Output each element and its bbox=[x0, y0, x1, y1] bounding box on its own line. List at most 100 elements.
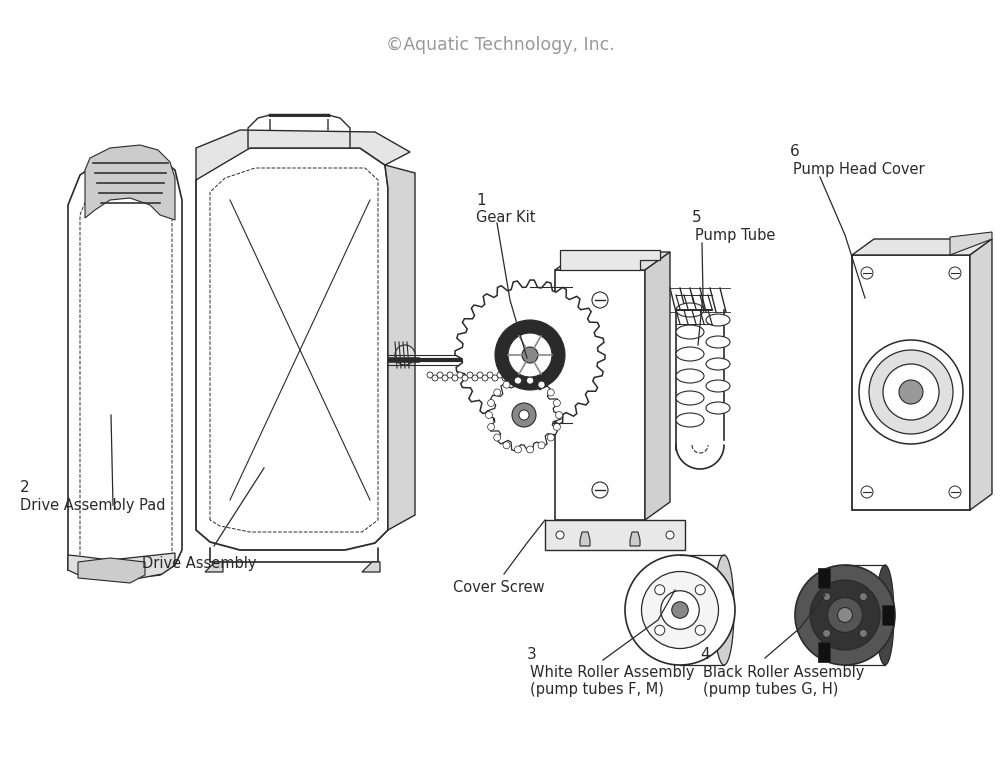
Text: 5: 5 bbox=[692, 210, 702, 225]
Circle shape bbox=[487, 372, 493, 378]
Circle shape bbox=[838, 607, 852, 622]
Text: Pump Head Cover: Pump Head Cover bbox=[793, 162, 925, 177]
Polygon shape bbox=[818, 568, 830, 588]
Ellipse shape bbox=[561, 287, 583, 423]
Circle shape bbox=[672, 602, 688, 618]
Polygon shape bbox=[555, 252, 670, 270]
Polygon shape bbox=[196, 130, 410, 180]
Circle shape bbox=[512, 403, 536, 427]
Circle shape bbox=[437, 372, 443, 378]
Polygon shape bbox=[818, 641, 830, 662]
Polygon shape bbox=[630, 532, 640, 546]
Circle shape bbox=[514, 377, 521, 384]
Circle shape bbox=[828, 597, 862, 632]
Polygon shape bbox=[196, 148, 388, 550]
Ellipse shape bbox=[706, 402, 730, 414]
Circle shape bbox=[462, 375, 468, 381]
Ellipse shape bbox=[706, 336, 730, 348]
Circle shape bbox=[661, 591, 699, 629]
Circle shape bbox=[514, 446, 521, 453]
Circle shape bbox=[486, 411, 492, 419]
Circle shape bbox=[949, 267, 961, 279]
Circle shape bbox=[488, 400, 495, 407]
Circle shape bbox=[517, 372, 523, 378]
Circle shape bbox=[655, 625, 665, 635]
Ellipse shape bbox=[676, 369, 704, 383]
Circle shape bbox=[447, 372, 453, 378]
Circle shape bbox=[494, 434, 501, 441]
Circle shape bbox=[457, 372, 463, 378]
Text: Cover Screw: Cover Screw bbox=[453, 580, 545, 595]
Circle shape bbox=[695, 625, 705, 635]
Text: 2: 2 bbox=[20, 480, 30, 495]
Text: 6: 6 bbox=[790, 144, 800, 159]
Circle shape bbox=[823, 593, 831, 600]
Circle shape bbox=[497, 372, 503, 378]
Ellipse shape bbox=[676, 325, 704, 339]
Circle shape bbox=[432, 375, 438, 381]
Polygon shape bbox=[645, 252, 670, 520]
Circle shape bbox=[527, 377, 534, 384]
Circle shape bbox=[642, 572, 718, 648]
Polygon shape bbox=[970, 239, 992, 510]
Circle shape bbox=[527, 446, 534, 453]
Ellipse shape bbox=[706, 358, 730, 370]
Circle shape bbox=[522, 347, 538, 363]
Circle shape bbox=[488, 423, 495, 430]
Circle shape bbox=[883, 364, 939, 420]
Circle shape bbox=[467, 372, 473, 378]
Circle shape bbox=[502, 375, 508, 381]
Circle shape bbox=[823, 629, 831, 638]
Circle shape bbox=[859, 629, 867, 638]
Text: Gear Kit: Gear Kit bbox=[476, 210, 536, 225]
Polygon shape bbox=[555, 270, 645, 520]
Polygon shape bbox=[560, 250, 660, 270]
Circle shape bbox=[899, 380, 923, 404]
Circle shape bbox=[507, 372, 513, 378]
Polygon shape bbox=[205, 562, 223, 572]
Circle shape bbox=[861, 486, 873, 498]
Circle shape bbox=[538, 382, 545, 388]
Circle shape bbox=[553, 423, 560, 430]
Ellipse shape bbox=[676, 347, 704, 361]
Circle shape bbox=[522, 375, 528, 381]
Circle shape bbox=[482, 375, 488, 381]
Polygon shape bbox=[882, 605, 894, 625]
Circle shape bbox=[442, 375, 448, 381]
Circle shape bbox=[512, 375, 518, 381]
Circle shape bbox=[625, 555, 735, 665]
Text: Drive Assembly: Drive Assembly bbox=[142, 556, 256, 571]
Circle shape bbox=[861, 267, 873, 279]
Polygon shape bbox=[78, 558, 145, 583]
Ellipse shape bbox=[676, 303, 704, 317]
Circle shape bbox=[666, 531, 674, 539]
Text: Pump Tube: Pump Tube bbox=[695, 228, 775, 243]
Text: 1: 1 bbox=[476, 193, 486, 208]
Circle shape bbox=[492, 375, 498, 381]
Text: White Roller Assembly
(pump tubes F, M): White Roller Assembly (pump tubes F, M) bbox=[530, 665, 694, 698]
Circle shape bbox=[477, 372, 483, 378]
Polygon shape bbox=[68, 553, 175, 580]
Circle shape bbox=[695, 584, 705, 595]
Polygon shape bbox=[580, 532, 590, 546]
Polygon shape bbox=[950, 232, 992, 255]
Text: ©Aquatic Technology, Inc.: ©Aquatic Technology, Inc. bbox=[386, 36, 614, 54]
Circle shape bbox=[859, 340, 963, 444]
Circle shape bbox=[495, 320, 565, 390]
Circle shape bbox=[810, 580, 880, 650]
Circle shape bbox=[508, 333, 552, 377]
Circle shape bbox=[452, 375, 458, 381]
Polygon shape bbox=[455, 280, 605, 430]
Circle shape bbox=[427, 372, 433, 378]
Ellipse shape bbox=[676, 413, 704, 427]
Circle shape bbox=[556, 531, 564, 539]
Polygon shape bbox=[362, 562, 380, 572]
Circle shape bbox=[859, 593, 867, 600]
Polygon shape bbox=[68, 150, 182, 578]
Circle shape bbox=[655, 584, 665, 595]
Polygon shape bbox=[487, 378, 561, 451]
Circle shape bbox=[519, 410, 529, 420]
Circle shape bbox=[494, 389, 501, 396]
Circle shape bbox=[592, 292, 608, 308]
Circle shape bbox=[547, 434, 554, 441]
